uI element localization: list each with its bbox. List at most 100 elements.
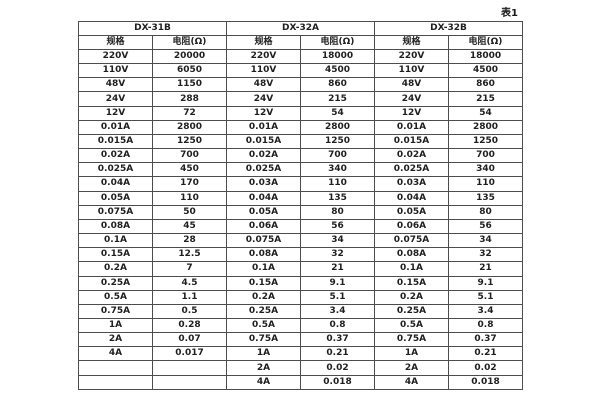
resistance-cell: 1250 [300,133,375,150]
table-row: 0.025A 450 0.025A 340 0.025A 340 [78,162,523,178]
resistance-cell: 0.8 [448,317,523,334]
spec-cell: 1A [78,317,153,334]
spec-cell: 0.02A [78,148,153,164]
resistance-cell: 4500 [300,63,375,79]
resistance-cell: 54 [448,105,523,121]
spec-cell: 0.1A [78,233,153,249]
table-row: 0.2A 7 0.1A 21 0.1A 21 [78,261,523,277]
spec-cell: 2A [226,360,301,376]
spec-cell: 0.75A [226,332,301,348]
spec-cell: 0.01A [374,119,449,135]
model-header-row: DX-31B DX-32A DX-32B [78,21,523,36]
spec-cell: 110V [374,63,449,79]
resistance-cell: 28 [152,233,227,249]
table-row: 1A 0.28 0.5A 0.8 0.5A 0.8 [78,317,523,334]
resistance-cell: 700 [152,148,227,164]
model-header-dx32a: DX-32A [226,21,375,36]
resistance-cell: 0.8 [300,317,375,334]
resistance-cell: 6050 [152,63,227,79]
spec-cell: 0.04A [226,190,301,206]
resistance-cell: 340 [448,162,523,178]
resistance-cell: 3.4 [300,303,375,319]
resistance-column-header: 电阻(Ω) [448,35,523,50]
resistance-cell: 0.21 [300,346,375,362]
resistance-cell: 45 [152,218,227,235]
resistance-cell: 5.1 [300,289,375,305]
table-row: 48V 1150 48V 860 48V 860 [78,77,523,93]
spec-cell: 110V [78,63,153,79]
spec-cell: 0.015A [226,133,301,150]
spec-cell: 0.75A [374,332,449,348]
resistance-cell: 7 [152,261,227,277]
spec-cell: 4A [78,346,153,362]
table-row: 0.75A 0.5 0.25A 3.4 0.25A 3.4 [78,303,523,319]
resistance-cell: 1250 [448,133,523,150]
resistance-cell: 0.28 [152,317,227,334]
table-row: 0.075A 50 0.05A 80 0.05A 80 [78,204,523,220]
table-row: 0.15A 12.5 0.08A 32 0.08A 32 [78,247,523,263]
resistance-cell: 4.5 [152,275,227,291]
spec-cell: 0.25A [374,303,449,319]
spec-cell: 12V [374,105,449,121]
resistance-cell: 288 [152,91,227,107]
resistance-cell: 135 [300,190,375,206]
table-row: 24V 288 24V 215 24V 215 [78,91,523,107]
spec-cell: 0.75A [78,303,153,319]
resistance-cell: 0.07 [152,332,227,348]
spec-cell: 0.08A [226,247,301,263]
resistance-cell: 21 [448,261,523,277]
spec-cell: 0.06A [226,218,301,235]
spec-cell: 2A [78,332,153,348]
spec-cell: 0.5A [78,289,153,305]
resistance-cell: 2800 [448,119,523,135]
resistance-cell [152,360,227,376]
table-row: 2A 0.02 2A 0.02 [78,360,523,376]
spec-cell: 0.015A [78,133,153,150]
model-header-dx32b: DX-32B [374,21,523,36]
resistance-cell: 20000 [152,48,227,65]
spec-cell: 48V [78,77,153,93]
spec-cell: 4A [374,374,449,391]
spec-cell: 0.05A [374,204,449,220]
spec-column-header: 规格 [226,35,301,50]
resistance-cell: 12.5 [152,247,227,263]
resistance-column-header: 电阻(Ω) [300,35,375,50]
resistance-cell: 54 [300,105,375,121]
resistance-cell: 860 [448,77,523,93]
resistance-cell: 450 [152,162,227,178]
resistance-cell: 56 [300,218,375,235]
spec-cell: 0.025A [374,162,449,178]
resistance-cell: 110 [300,176,375,192]
spec-cell: 0.5A [226,317,301,334]
spec-cell: 220V [374,48,449,65]
resistance-cell: 72 [152,105,227,121]
resistance-cell: 0.37 [448,332,523,348]
resistance-cell: 18000 [448,48,523,65]
resistance-cell: 3.4 [448,303,523,319]
spec-cell: 0.03A [226,176,301,192]
resistance-cell: 700 [448,148,523,164]
spec-cell: 0.025A [226,162,301,178]
resistance-cell: 340 [300,162,375,178]
resistance-cell: 34 [300,233,375,249]
resistance-cell: 0.018 [448,374,523,391]
spec-cell: 0.025A [78,162,153,178]
spec-cell: 0.02A [374,148,449,164]
resistance-cell: 0.21 [448,346,523,362]
spec-cell: 0.03A [374,176,449,192]
spec-cell: 0.08A [78,218,153,235]
spec-cell: 0.15A [78,247,153,263]
resistance-column-header: 电阻(Ω) [152,35,227,50]
table-row: 12V 72 12V 54 12V 54 [78,105,523,121]
spec-cell [78,374,153,391]
spec-cell: 12V [226,105,301,121]
resistance-cell: 215 [448,91,523,107]
resistance-cell: 0.018 [300,374,375,391]
resistance-cell: 0.017 [152,346,227,362]
resistance-cell: 4500 [448,63,523,79]
spec-cell: 0.075A [374,233,449,249]
resistance-cell: 2800 [152,119,227,135]
resistance-cell: 1250 [152,133,227,150]
spec-cell: 48V [374,77,449,93]
